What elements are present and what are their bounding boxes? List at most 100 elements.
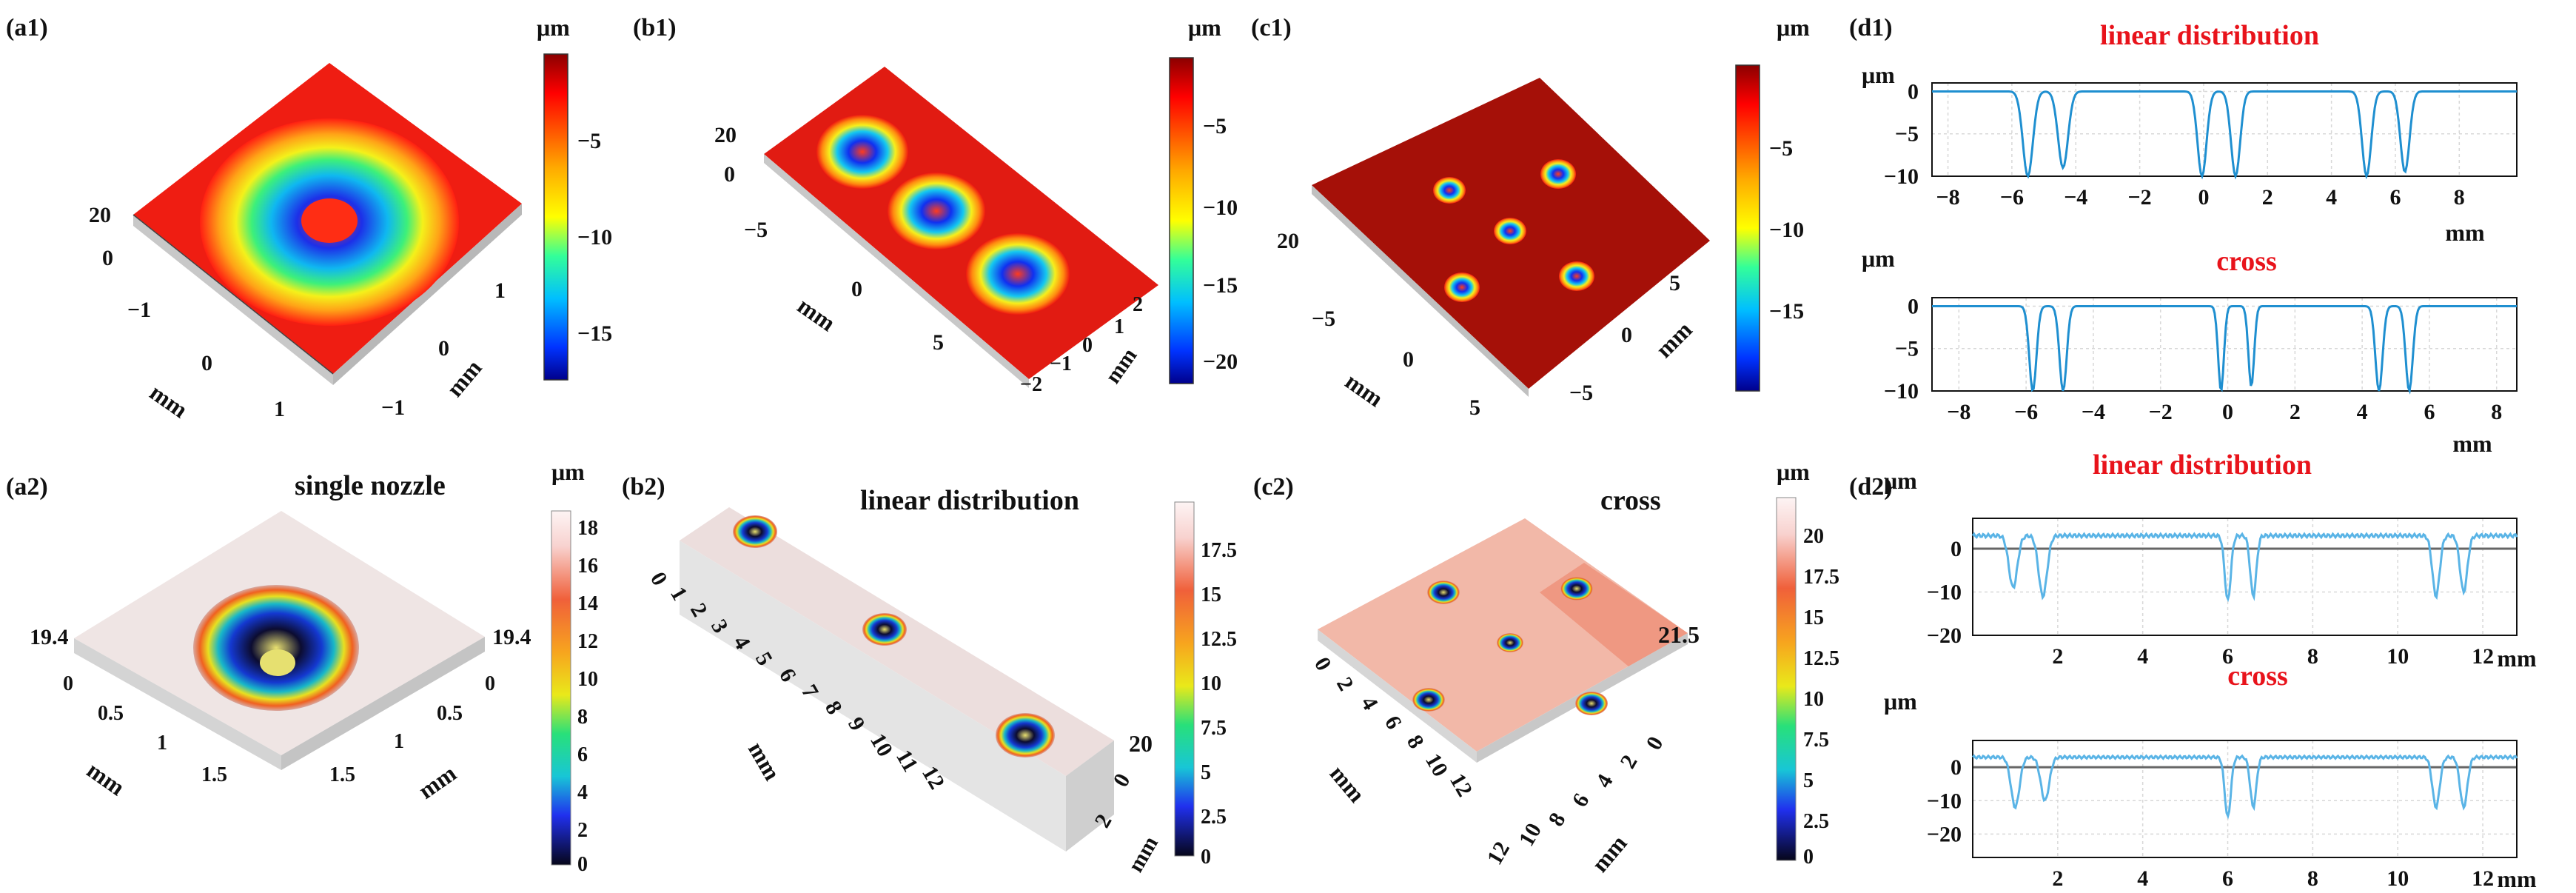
axis-tick: 20 (1277, 229, 1299, 253)
panel-tag: (c2) (1253, 473, 1294, 501)
series-line (1971, 532, 2518, 603)
axis-tick: 19.4 (30, 625, 69, 649)
colorbar-tick: 6 (577, 743, 588, 766)
plot-frame (1931, 82, 2518, 177)
x-tick-label: 4 (2326, 185, 2337, 210)
colorbar-tick: 2.5 (1803, 810, 1829, 833)
x-tick-label: 6 (2222, 866, 2233, 891)
surface-side (133, 215, 333, 385)
chart-title: cross (2216, 246, 2277, 277)
axis-tick: −5 (1312, 307, 1335, 331)
x-tick-label: −6 (2000, 185, 2024, 210)
x-axis-label: mm (2445, 219, 2485, 246)
axis-tick: 4 (1591, 770, 1617, 792)
colorbar-tick: 10 (1201, 672, 1221, 695)
axis-tick: 10 (1514, 819, 1546, 850)
colorbar-tick: −10 (1203, 195, 1238, 220)
surface-side (1312, 185, 1529, 397)
axis-tick: 0 (1621, 323, 1632, 347)
colorbar-tick: 2.5 (1201, 806, 1227, 829)
chart-d1-cross: cross μm mm −8 −6 −4 −2 0 2 4 6 8 0 −5 −10 (1862, 245, 2518, 457)
panel-title: single nozzle (295, 470, 446, 501)
x-tick-label: 4 (2137, 866, 2148, 891)
pit (996, 713, 1055, 757)
colorbar-tick: −10 (1769, 218, 1804, 242)
x-tick-label: −2 (2149, 400, 2173, 424)
axis-tick: 5 (933, 330, 944, 355)
colorbar-unit: μm (551, 458, 585, 485)
colorbar-tick: −5 (1769, 136, 1793, 161)
axis-label: mm (1123, 832, 1163, 877)
colorbar (1735, 64, 1760, 392)
colorbar-tick: 7.5 (1803, 729, 1829, 752)
axis-tick: 0 (201, 351, 212, 375)
dimple (1494, 218, 1526, 244)
axis-tick: 0 (851, 277, 862, 301)
panel-tag: (c1) (1251, 14, 1292, 41)
surface-side (281, 637, 485, 770)
pit (1497, 633, 1523, 652)
x-tick-label: −8 (1947, 400, 1970, 424)
surface-side (1066, 740, 1114, 852)
axis-tick: 0.5 (437, 702, 463, 725)
axis-tick: 0 (1309, 653, 1336, 675)
axis-tick: −5 (1569, 381, 1593, 405)
axis-tick: 6 (1567, 789, 1594, 811)
axis-tick: 8 (1402, 731, 1429, 752)
x-tick-label: 0 (2198, 185, 2209, 210)
y-tick-label: −10 (1927, 580, 1962, 604)
y-tick-label: −10 (1884, 164, 1919, 189)
axis-label: mm (1650, 316, 1697, 363)
dimple (1559, 261, 1594, 291)
colorbar-tick: −5 (577, 129, 601, 153)
panel-c2: (c2) cross 0 2 4 6 8 10 12 mm 12 10 8 6 … (1253, 458, 1839, 877)
axis-tick: 5 (1669, 271, 1680, 295)
axis-tick: 20 (1129, 730, 1153, 757)
axis-tick: 19.4 (492, 625, 531, 649)
axis-label: mm (743, 738, 786, 785)
axis-label: mm (145, 378, 193, 423)
x-axis-label: mm (2452, 430, 2492, 457)
axis-label: mm (413, 759, 461, 803)
y-tick-label: −5 (1895, 337, 1919, 361)
x-tick-label: 2 (2262, 185, 2273, 210)
pit (1575, 692, 1608, 715)
axis-tick: 1 (394, 730, 404, 753)
colorbar-tick: 10 (1803, 688, 1824, 711)
pit (1427, 581, 1460, 604)
plot-frame (1931, 297, 2518, 392)
axis-tick: 2 (1615, 751, 1642, 772)
y-axis-unit: μm (1862, 61, 1895, 88)
panel-tag: (a2) (6, 473, 48, 501)
axis-tick: 10 (1421, 749, 1453, 780)
axis-tick: 0 (645, 568, 672, 589)
y-axis-unit: μm (1884, 688, 1917, 715)
axis-label: mm (82, 756, 130, 800)
series-line (1932, 305, 2517, 395)
y-axis-unit: μm (1862, 245, 1895, 272)
colorbar-unit: μm (537, 14, 570, 41)
x-axis-label: mm (2497, 866, 2537, 892)
axis-tick: 0 (1082, 334, 1093, 357)
x-tick-label: 8 (2307, 866, 2318, 891)
axis-tick: 20 (714, 123, 737, 147)
axis-tick: 0 (63, 672, 73, 695)
dimple (816, 115, 908, 189)
axis-tick: 12 (1445, 769, 1477, 800)
dimple (888, 173, 985, 250)
x-tick-label: 10 (2387, 644, 2409, 669)
colorbar-tick: −5 (1203, 114, 1227, 138)
x-tick-label: 10 (2387, 866, 2409, 891)
axis-tick: 12 (1482, 837, 1515, 869)
axis-tick: 0 (724, 162, 735, 187)
axis-label: mm (1341, 367, 1389, 412)
dimple (1540, 159, 1576, 189)
colorbar-tick: −20 (1203, 349, 1238, 374)
crater-peak (301, 198, 358, 243)
series-line (1932, 90, 2517, 180)
colorbar-tick: −15 (1769, 299, 1804, 324)
panel-b2: (b2) linear distribution 0 1 2 3 4 5 6 7… (622, 473, 1237, 877)
dimple (1433, 177, 1466, 204)
x-tick-label: −2 (2128, 185, 2152, 210)
panel-c1: (c1) 20 −5 0 5 mm 5 0 −5 mm μm −5 −10 −1… (1251, 14, 1810, 420)
